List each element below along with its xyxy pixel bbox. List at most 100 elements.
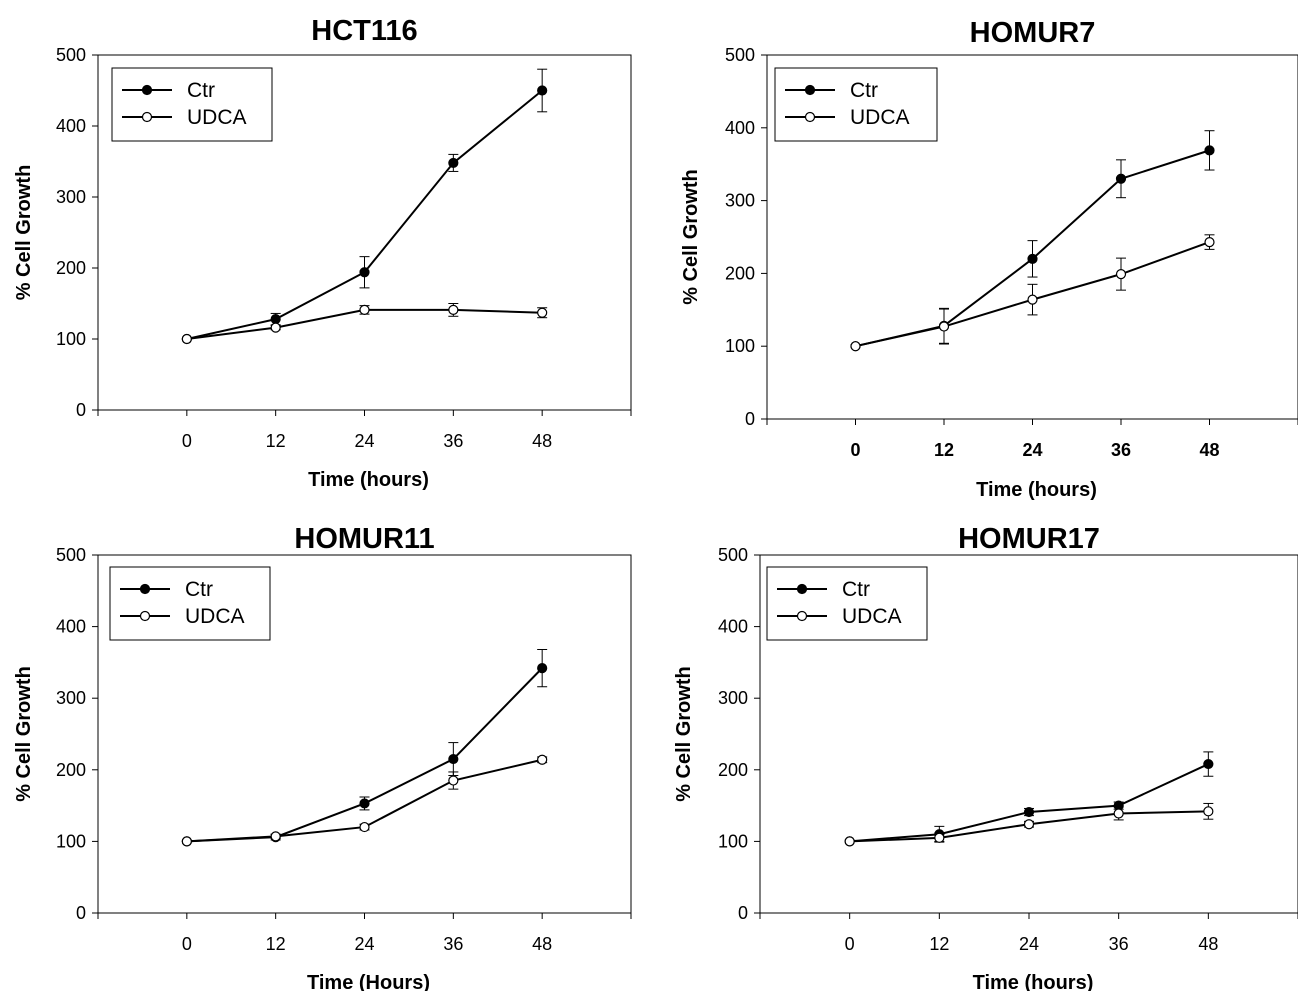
legend-box bbox=[774, 67, 938, 142]
legend-label: Ctr bbox=[187, 79, 215, 102]
series-ctr bbox=[850, 130, 1215, 352]
x-tick-label: 24 bbox=[354, 934, 374, 954]
chart-panel-3: HOMUR11 0 100 200 300 400 500 0 12 24 36 48 Time (Ho… bbox=[13, 523, 632, 991]
x-tick-label: 24 bbox=[1019, 934, 1039, 954]
y-tick-label: 400 bbox=[725, 118, 755, 138]
series-line bbox=[849, 763, 1209, 843]
legend-box bbox=[111, 67, 273, 142]
data-point bbox=[181, 836, 192, 847]
data-point bbox=[850, 341, 861, 352]
x-axis-label: Time (hours) bbox=[308, 469, 429, 491]
x-tick-label: 48 bbox=[1198, 934, 1218, 954]
series-udca bbox=[181, 754, 548, 847]
chart-panel-4: HOMUR17 0 100 200 300 400 500 0 12 24 36 48 Time (ho… bbox=[673, 523, 1298, 991]
data-point bbox=[270, 314, 281, 325]
y-tick-label: 0 bbox=[738, 903, 748, 923]
data-point bbox=[537, 754, 548, 765]
legend-label: UDCA bbox=[842, 605, 902, 628]
y-axis-label: % Cell Growth bbox=[13, 666, 35, 802]
chart-title: HOMUR7 bbox=[970, 17, 1096, 49]
chart-panel-1: HCT116 0 100 200 300 400 500 0 12 24 36 48 Time (hou… bbox=[13, 15, 632, 491]
data-point bbox=[844, 836, 855, 847]
data-point bbox=[359, 304, 370, 315]
y-tick-label: 500 bbox=[56, 45, 86, 65]
legend-marker bbox=[141, 84, 153, 96]
data-point bbox=[359, 267, 370, 278]
x-tick-label: 12 bbox=[266, 431, 286, 451]
y-axis-label: % Cell Growth bbox=[13, 165, 35, 301]
data-point bbox=[1027, 253, 1038, 264]
series-line bbox=[186, 667, 543, 843]
data-point bbox=[537, 663, 548, 674]
legend-label: Ctr bbox=[185, 578, 213, 601]
y-tick-label: 300 bbox=[718, 688, 748, 708]
x-tick-label: 48 bbox=[532, 934, 552, 954]
y-tick-label: 100 bbox=[718, 831, 748, 851]
x-tick-label: 36 bbox=[1111, 440, 1131, 460]
x-tick-label: 48 bbox=[532, 431, 552, 451]
chart-title: HOMUR17 bbox=[958, 523, 1100, 555]
legend-label: UDCA bbox=[185, 605, 245, 628]
y-tick-label: 100 bbox=[56, 831, 86, 851]
legend-marker bbox=[804, 84, 816, 96]
data-point bbox=[1204, 145, 1215, 156]
data-point bbox=[181, 333, 192, 345]
data-point bbox=[1113, 808, 1124, 819]
y-tick-label: 300 bbox=[725, 191, 755, 211]
x-tick-label: 48 bbox=[1199, 440, 1219, 460]
data-point bbox=[537, 85, 548, 96]
x-tick-label: 12 bbox=[934, 440, 954, 460]
series-ctr bbox=[181, 649, 548, 847]
x-tick-label: 24 bbox=[354, 431, 374, 451]
legend-marker bbox=[139, 583, 151, 595]
chart-panel-2: HOMUR7 0 100 200 300 400 500 0 12 24 36 48 Time (hou… bbox=[680, 17, 1298, 501]
data-point bbox=[448, 775, 459, 786]
y-tick-label: 300 bbox=[56, 187, 86, 207]
legend-box bbox=[766, 566, 928, 641]
y-tick-label: 200 bbox=[56, 760, 86, 780]
x-tick-label: 0 bbox=[182, 431, 192, 451]
x-tick-label: 0 bbox=[850, 440, 860, 460]
legend-marker bbox=[796, 583, 808, 595]
data-point bbox=[1115, 173, 1127, 184]
x-tick-label: 36 bbox=[443, 431, 463, 451]
y-tick-label: 200 bbox=[725, 263, 755, 283]
data-point bbox=[448, 304, 459, 315]
y-tick-label: 500 bbox=[718, 545, 748, 565]
legend: Ctr UDCA bbox=[774, 67, 938, 142]
data-point bbox=[938, 321, 950, 332]
y-tick-label: 200 bbox=[56, 258, 86, 278]
data-point bbox=[1023, 806, 1035, 818]
series-udca bbox=[181, 303, 548, 345]
y-tick-label: 0 bbox=[76, 903, 86, 923]
data-point bbox=[1203, 758, 1214, 770]
y-tick-label: 100 bbox=[725, 336, 755, 356]
x-axis-label: Time (hours) bbox=[976, 479, 1097, 501]
x-axis-label: Time (hours) bbox=[973, 972, 1094, 991]
y-axis-label: % Cell Growth bbox=[680, 169, 702, 305]
y-tick-label: 400 bbox=[56, 617, 86, 637]
x-tick-label: 12 bbox=[929, 934, 949, 954]
data-point bbox=[448, 753, 459, 765]
legend-marker bbox=[804, 111, 816, 123]
y-axis-label: % Cell Growth bbox=[673, 666, 695, 802]
legend-label: UDCA bbox=[850, 106, 910, 129]
legend-marker bbox=[139, 610, 151, 622]
data-point bbox=[1203, 806, 1214, 817]
legend: Ctr UDCA bbox=[109, 566, 271, 641]
series-ctr bbox=[844, 751, 1214, 847]
legend-label: Ctr bbox=[842, 578, 870, 601]
data-point bbox=[1027, 294, 1038, 305]
legend-label: UDCA bbox=[187, 106, 247, 129]
data-point bbox=[1023, 819, 1035, 830]
y-tick-label: 500 bbox=[56, 545, 86, 565]
y-tick-label: 100 bbox=[56, 329, 86, 349]
y-tick-label: 0 bbox=[745, 409, 755, 429]
legend-label: Ctr bbox=[850, 79, 878, 102]
legend-box bbox=[109, 566, 271, 641]
legend-marker bbox=[796, 610, 808, 622]
data-point bbox=[270, 831, 281, 842]
x-tick-label: 36 bbox=[1109, 934, 1129, 954]
chart-title: HCT116 bbox=[311, 15, 417, 47]
